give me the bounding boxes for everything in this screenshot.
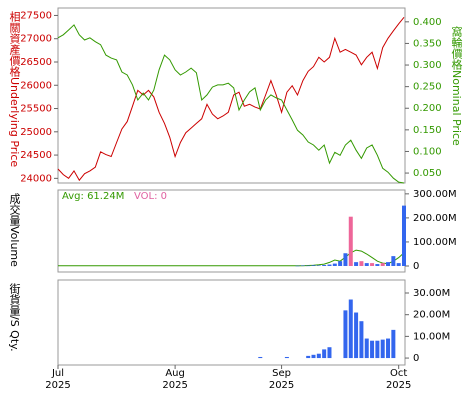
- y-tick-label: 27500: [20, 10, 52, 21]
- bar: [306, 355, 311, 359]
- x-tick-label: Jul 2025: [45, 368, 71, 391]
- bar: [396, 263, 401, 266]
- bar: [343, 253, 348, 266]
- panel-frame: [57, 189, 406, 273]
- bar: [359, 261, 364, 266]
- bar: [386, 338, 391, 359]
- bar: [364, 263, 369, 266]
- y-tick-label: 24000: [20, 173, 52, 184]
- y-tick-label: 200.00M: [413, 213, 457, 224]
- bar: [375, 340, 380, 359]
- y-tick-label: 26000: [20, 80, 52, 91]
- bar: [364, 338, 369, 359]
- avg-label: Avg: 61.24M: [62, 191, 124, 202]
- bar: [332, 263, 337, 266]
- y-tick-label: 26500: [20, 57, 52, 68]
- x-tick-label: Sep 2025: [268, 368, 295, 391]
- bar: [316, 353, 321, 359]
- y2-tick-label: 0.300: [413, 60, 442, 71]
- y-tick-label: 24500: [20, 150, 52, 161]
- y-tick-label: 10.00M: [413, 331, 450, 342]
- bar: [343, 310, 348, 359]
- bar: [338, 261, 343, 266]
- bar: [258, 356, 263, 359]
- y2-tick-label: 0.150: [413, 125, 442, 136]
- bar: [354, 312, 359, 359]
- vol-label: VOL: 0: [134, 191, 167, 202]
- y-tick-label: 0: [413, 353, 419, 364]
- bar: [348, 299, 353, 359]
- y-tick-label: 25500: [20, 104, 52, 115]
- y2-tick-label: 0.100: [413, 146, 442, 157]
- bar: [284, 356, 289, 359]
- bar: [375, 264, 380, 266]
- y2-axis-label: 窩輪價格Nominal Price: [450, 25, 463, 146]
- bar: [348, 216, 353, 266]
- y2-tick-label: 0.250: [413, 82, 442, 93]
- bar: [370, 340, 375, 359]
- bar: [370, 263, 375, 266]
- bar: [359, 321, 364, 359]
- bar: [354, 262, 359, 266]
- price-line: [57, 16, 405, 182]
- y2-tick-label: 0.400: [413, 17, 442, 28]
- bar: [300, 265, 305, 267]
- y-axis-label: 成交量Volume: [8, 193, 21, 267]
- y-axis-label: 街貨量/S Qty.: [8, 282, 21, 352]
- bar: [306, 265, 311, 267]
- y-axis-label: 相關資產價格Underlying Price: [8, 11, 21, 168]
- bar: [316, 265, 321, 267]
- y-tick-label: 100.00M: [413, 237, 457, 248]
- bar: [295, 265, 300, 267]
- panel-frame: [57, 7, 406, 184]
- y-tick-label: 27000: [20, 34, 52, 45]
- y-tick-label: 300.00M: [413, 189, 457, 200]
- bar: [386, 262, 391, 266]
- bar: [391, 329, 396, 359]
- y2-tick-label: 0.200: [413, 103, 442, 114]
- bar: [322, 349, 327, 359]
- bar: [380, 263, 385, 266]
- x-tick-label: Aug 2025: [162, 368, 188, 391]
- bar: [311, 265, 316, 266]
- y-tick-label: 0: [413, 261, 419, 272]
- bar: [311, 354, 316, 359]
- bar: [322, 265, 327, 266]
- bar: [402, 205, 406, 266]
- y-tick-label: 30.00M: [413, 288, 450, 299]
- y-tick-label: 20.00M: [413, 310, 450, 321]
- bar: [327, 347, 332, 359]
- y-tick-label: 25000: [20, 127, 52, 138]
- bar: [380, 339, 385, 359]
- bar: [327, 264, 332, 266]
- y2-tick-label: 0.350: [413, 38, 442, 49]
- bar: [391, 256, 396, 266]
- y2-tick-label: 0.050: [413, 168, 442, 179]
- price-line: [57, 24, 405, 184]
- x-tick-label: Oct 2025: [385, 368, 412, 391]
- panel-frame: [57, 279, 406, 366]
